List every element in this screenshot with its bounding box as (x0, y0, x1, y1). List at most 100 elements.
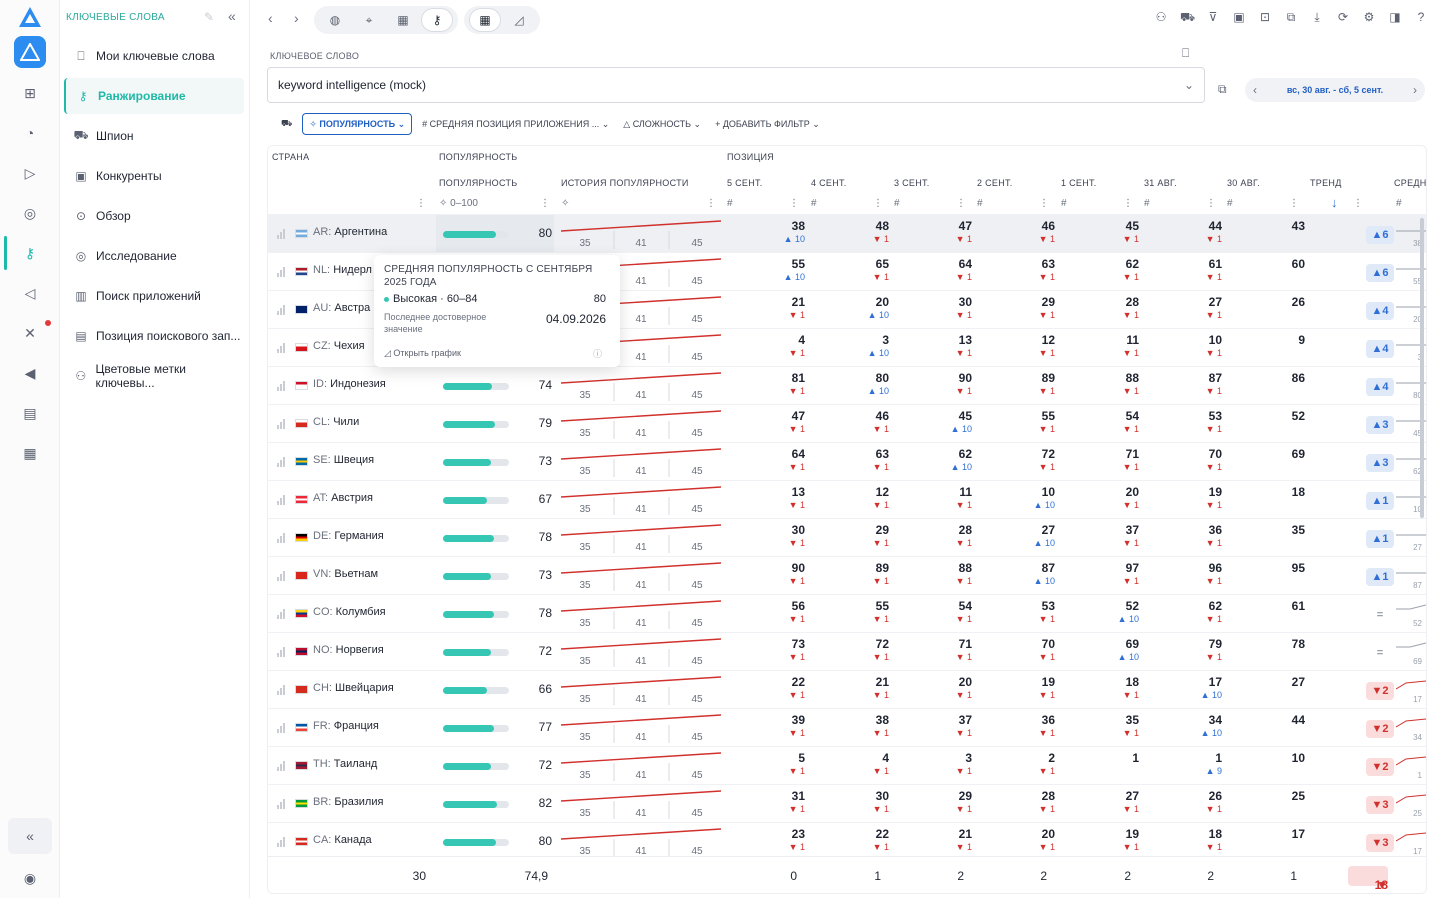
position-cell[interactable]: 71 ▼ 1 (1089, 447, 1139, 472)
position-cell[interactable]: 39 ▼ 1 (755, 713, 805, 738)
position-cell[interactable]: 89 ▼ 1 (839, 561, 889, 586)
position-cell[interactable]: 73 ▼ 1 (755, 637, 805, 662)
position-cell[interactable]: 27 ▼ 1 (1172, 295, 1222, 320)
position-cell[interactable]: 52 (1255, 409, 1305, 423)
copy-icon[interactable]: ⧉ (1286, 10, 1296, 24)
date-range-picker[interactable]: ‹ вс, 30 авг. - сб, 5 сент. › (1245, 78, 1425, 102)
bookmark-icon[interactable]: ⎕ (1182, 46, 1190, 60)
table-row[interactable]: CA: Канада 80 35 41 45 23 ▼ 1 22 ▼ 1 21 ▼ 1 20 ▼ 1 19… (268, 822, 1426, 860)
column-menu-icon[interactable]: ⋮ (1353, 198, 1363, 209)
sidebar-item-2[interactable]: ⛟ Шпион (64, 118, 244, 154)
position-cell[interactable]: 62 ▼ 1 (1172, 599, 1222, 624)
position-cell[interactable]: 64 ▼ 1 (755, 447, 805, 472)
position-cell[interactable]: 20 ▼ 1 (922, 675, 972, 700)
sidebar-item-0[interactable]: ⎕ Мои ключевые слова (64, 38, 244, 74)
position-cell[interactable]: 22 ▼ 1 (839, 827, 889, 852)
key-mode-icon[interactable]: ⚷ (422, 9, 452, 31)
edit-icon[interactable]: ✎ (204, 10, 215, 24)
hierarchy-icon[interactable]: ⚇ (1155, 10, 1167, 24)
position-cell[interactable]: 11 ▼ 1 (922, 485, 972, 510)
settings-icon[interactable]: ⚙ (1363, 10, 1375, 24)
position-cell[interactable]: 72 ▼ 1 (1005, 447, 1055, 472)
store-icon[interactable]: ▦ (23, 444, 37, 461)
position-cell[interactable]: 18 ▼ 1 (1172, 827, 1222, 852)
header-date[interactable]: 30 АВГ. (1227, 178, 1260, 188)
position-cell[interactable]: 70 ▼ 1 (1005, 637, 1055, 662)
position-cell[interactable]: 35 (1255, 523, 1305, 537)
header-date[interactable]: 2 СЕНТ. (977, 178, 1013, 188)
sort-desc-icon[interactable]: ↓ (1331, 195, 1338, 210)
logo-icon[interactable] (18, 6, 42, 28)
collapse-sidebar-icon[interactable]: « (228, 8, 236, 24)
popularity-sparkline[interactable]: 35 41 45 (561, 407, 721, 441)
popularity-sparkline[interactable]: 35 41 45 (561, 673, 721, 707)
position-cell[interactable]: 19 ▼ 1 (1089, 827, 1139, 852)
position-cell[interactable]: 44 ▼ 1 (1172, 219, 1222, 244)
position-cell[interactable]: 60 (1255, 257, 1305, 271)
location-icon[interactable]: ⌖ (365, 12, 373, 27)
app-avatar[interactable] (14, 36, 46, 68)
popularity-sparkline[interactable]: 35 41 45 (561, 825, 721, 859)
position-cell[interactable]: 70 ▼ 1 (1172, 447, 1222, 472)
position-cell[interactable]: 4 ▼ 1 (755, 333, 805, 358)
popularity-sparkline[interactable]: 35 41 45 (561, 787, 721, 821)
column-menu-icon[interactable]: ⋮ (873, 198, 883, 209)
position-cell[interactable]: 1 (1089, 751, 1139, 765)
position-cell[interactable]: 52 ▲ 10 (1089, 599, 1139, 624)
position-cell[interactable]: 31 ▼ 1 (755, 789, 805, 814)
position-cell[interactable]: 56 ▼ 1 (755, 599, 805, 624)
filter-icon[interactable]: ⊽ (1208, 10, 1218, 24)
popularity-sparkline[interactable]: 35 41 45 (561, 217, 721, 251)
header-history[interactable]: ИСТОРИЯ ПОПУЛЯРНОСТИ (561, 178, 689, 188)
position-cell[interactable]: 97 ▼ 1 (1089, 561, 1139, 586)
position-cell[interactable]: 26 (1255, 295, 1305, 309)
position-cell[interactable]: 30 ▼ 1 (839, 789, 889, 814)
column-menu-icon[interactable]: ⋮ (1289, 198, 1299, 209)
position-cell[interactable]: 18 (1255, 485, 1305, 499)
info-icon[interactable]: ⓘ (592, 349, 602, 359)
position-cell[interactable]: 18 ▼ 1 (1089, 675, 1139, 700)
position-cell[interactable]: 71 ▼ 1 (922, 637, 972, 662)
apps-icon[interactable]: ⊞ (24, 84, 36, 101)
filter-avg-position[interactable]: # СРЕДНЯЯ ПОЗИЦИЯ ПРИЛОЖЕНИЯ ... ⌄ (422, 118, 610, 130)
position-cell[interactable]: 19 ▼ 1 (1005, 675, 1055, 700)
sidebar-item-4[interactable]: ⊙ Обзор (64, 198, 244, 234)
position-cell[interactable]: 13 ▼ 1 (922, 333, 972, 358)
position-cell[interactable]: 11 ▼ 1 (1089, 333, 1139, 358)
position-cell[interactable]: 27 (1255, 675, 1305, 689)
panel-icon[interactable]: ◨ (1389, 10, 1401, 24)
position-cell[interactable]: 22 ▼ 1 (755, 675, 805, 700)
table-row[interactable]: VN: Вьетнам 73 35 41 45 90 ▼ 1 89 ▼ 1 88 ▼ 1 87 ▲ 10… (268, 556, 1426, 594)
copy-keyword-icon[interactable]: ⧉ (1218, 82, 1227, 96)
position-cell[interactable]: 53 ▼ 1 (1172, 409, 1222, 434)
position-cell[interactable]: 10 (1255, 751, 1305, 765)
profile-icon[interactable]: ◉ (23, 869, 37, 886)
position-cell[interactable]: 95 (1255, 561, 1305, 575)
sidebar-item-3[interactable]: ▣ Конкуренты (64, 158, 244, 194)
position-cell[interactable]: 47 ▼ 1 (922, 219, 972, 244)
position-cell[interactable]: 69 ▲ 10 (1089, 637, 1139, 662)
header-date[interactable]: 3 СЕНТ. (894, 178, 930, 188)
open-chart-link[interactable]: ◿ Открыть график (384, 348, 461, 358)
key-icon[interactable]: ⚷ (24, 244, 36, 261)
calendar-icon[interactable]: ▦ (397, 13, 409, 27)
column-menu-icon[interactable]: ⋮ (789, 198, 799, 209)
position-cell[interactable]: 90 ▼ 1 (755, 561, 805, 586)
position-cell[interactable]: 20 ▼ 1 (1089, 485, 1139, 510)
position-cell[interactable]: 64 ▼ 1 (922, 257, 972, 282)
position-cell[interactable]: 88 ▼ 1 (922, 561, 972, 586)
position-cell[interactable]: 27 ▼ 1 (1089, 789, 1139, 814)
header-date[interactable]: 5 СЕНТ. (727, 178, 763, 188)
position-cell[interactable]: 65 ▼ 1 (839, 257, 889, 282)
refresh-icon[interactable]: ⟳ (1337, 10, 1349, 24)
megaphone-icon[interactable]: ◁ (24, 284, 36, 301)
position-cell[interactable]: 23 ▼ 1 (755, 827, 805, 852)
collapse-rail-button[interactable]: « (8, 818, 52, 854)
position-cell[interactable]: 79 ▼ 1 (1172, 637, 1222, 662)
position-cell[interactable]: 61 ▼ 1 (1172, 257, 1222, 282)
prev-period-icon[interactable]: ‹ (1253, 83, 1257, 97)
position-cell[interactable]: 3 ▼ 1 (922, 751, 972, 776)
globe-icon[interactable]: ◍ (329, 13, 341, 27)
position-cell[interactable]: 54 ▼ 1 (922, 599, 972, 624)
